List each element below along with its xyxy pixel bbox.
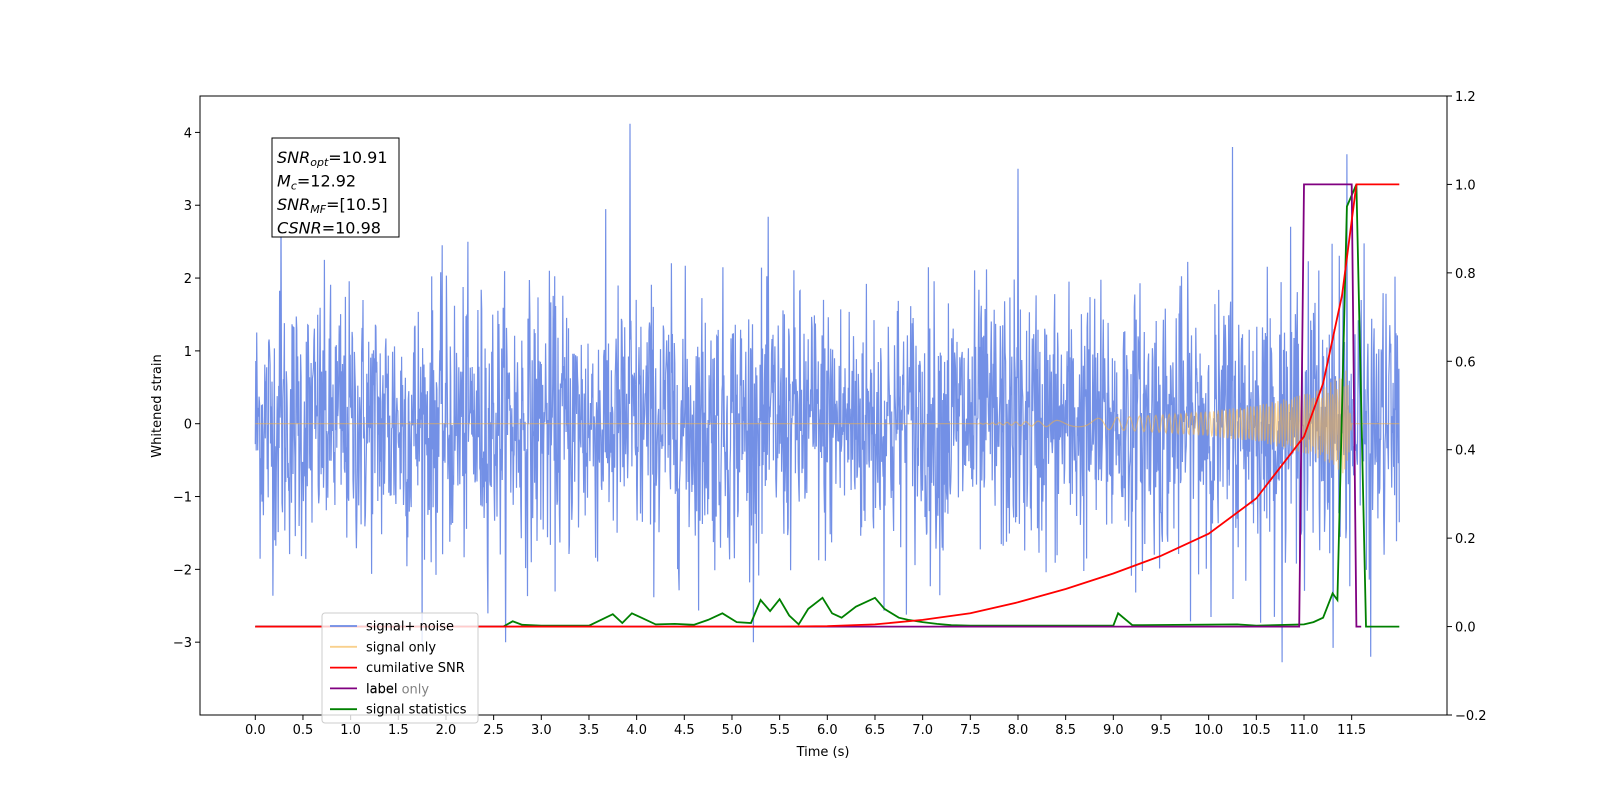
x-tick-label: 10.5	[1242, 723, 1271, 738]
annotation-frame	[271, 137, 400, 238]
x-tick-label: 6.0	[817, 723, 838, 738]
x-tick-label: 5.0	[722, 723, 743, 738]
y-left-tick-label: 2	[184, 272, 192, 287]
x-tick-label: 3.0	[531, 723, 552, 738]
y-left-tick-label: −2	[173, 563, 192, 578]
x-axis-label: Time (s)	[796, 745, 850, 760]
x-tick-label: 8.5	[1055, 723, 1076, 738]
legend-frame	[321, 612, 479, 724]
plot-layer	[254, 123, 1400, 663]
legend-label: signal statistics	[366, 703, 467, 718]
signal-noise-line	[254, 123, 1400, 663]
x-tick-label: 2.0	[436, 723, 457, 738]
y-left-tick-label: 0	[184, 418, 192, 433]
x-tick-label: 0.0	[245, 723, 266, 738]
x-tick-label: 4.5	[674, 723, 695, 738]
x-tick-label: 9.0	[1103, 723, 1124, 738]
x-tick-label: 11.0	[1290, 723, 1319, 738]
y-right-tick-label: 0.4	[1455, 444, 1476, 459]
legend-label: signal only	[366, 640, 436, 655]
y-right-tick-label: 1.0	[1455, 178, 1476, 193]
y-left-tick-label: 3	[184, 199, 192, 214]
x-tick-label: 6.5	[865, 723, 886, 738]
y-right-tick-label: 0.2	[1455, 532, 1476, 547]
y-right-tick-label: 0.0	[1455, 621, 1476, 636]
signal-statistics-line	[255, 184, 1400, 628]
annotation-line: SNRopt=10.91	[277, 148, 388, 169]
y-right-tick-label: −0.2	[1455, 709, 1487, 724]
x-tick-label: 11.5	[1337, 723, 1366, 738]
x-tick-label: 9.5	[1151, 723, 1172, 738]
x-tick-label: 0.5	[293, 723, 314, 738]
legend: signal+ noise signal only cumilative SNR la…	[321, 612, 479, 724]
legend-label: label	[366, 682, 397, 697]
x-tick-label: 1.5	[388, 723, 409, 738]
x-tick-label: 2.5	[483, 723, 504, 738]
signal-only-line	[255, 370, 1400, 474]
label-line	[255, 183, 1362, 628]
x-tick-label: 10.0	[1194, 723, 1223, 738]
y-left-tick-label: −1	[173, 491, 192, 506]
y-left-tick-label: 1	[184, 345, 192, 360]
x-tick-label: 3.5	[579, 723, 600, 738]
plot-frame	[199, 95, 1448, 716]
x-tick-label: 1.0	[340, 723, 361, 738]
y-left-tick-label: 4	[184, 126, 192, 141]
legend-label-hidden: label only	[366, 683, 429, 698]
legend-label: cumilative SNR	[366, 661, 465, 676]
y-right-tick-label: 1.2	[1455, 90, 1476, 105]
y-axis-label: Whitened strain	[150, 354, 165, 457]
y-left-tick-label: −3	[173, 636, 192, 651]
x-tick-label: 7.5	[960, 723, 981, 738]
annotation-line: SNRMF=[10.5]	[277, 195, 388, 216]
ticks-layer: 0.0 0.5 1.0 1.5 2.0 2.5 3.0 3.5 4.0 4.5 5.0 5.5 6.0 6…	[173, 90, 1487, 738]
annotation-line: CSNR=10.98	[277, 219, 381, 238]
y-right-tick-label: 0.6	[1455, 355, 1476, 370]
y-right-tick-label: 0.8	[1455, 267, 1476, 282]
x-tick-label: 8.0	[1008, 723, 1029, 738]
x-tick-label: 4.0	[626, 723, 647, 738]
x-tick-label: 5.5	[769, 723, 790, 738]
legend-label: signal+ noise	[366, 620, 454, 635]
cumulative-snr-line	[255, 183, 1400, 628]
x-tick-label: 7.0	[912, 723, 933, 738]
annotation-line: Mc=12.92	[277, 172, 356, 193]
